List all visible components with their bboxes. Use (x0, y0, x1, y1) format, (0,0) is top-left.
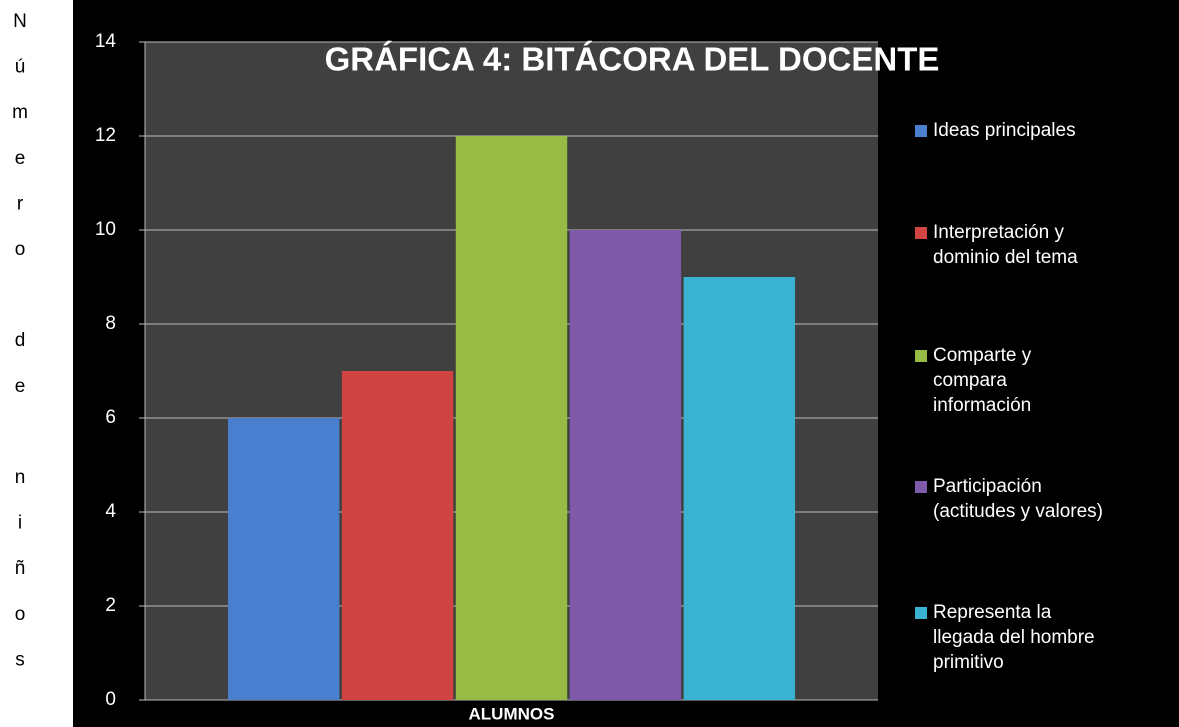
legend-swatch (915, 125, 927, 137)
legend-entry: Representa la llegada del hombre primiti… (915, 600, 1115, 675)
bar (227, 418, 340, 700)
legend-label: Representa la llegada del hombre primiti… (933, 602, 1095, 673)
legend-entry: Ideas principales (915, 118, 1115, 143)
legend-entry: Participación (actitudes y valores) (915, 474, 1115, 524)
y-tick-label: 4 (105, 501, 116, 522)
legend-swatch (915, 227, 927, 239)
y-tick-label: 10 (95, 219, 116, 240)
y-tick-label: 12 (95, 125, 116, 146)
legend-label: Participación (actitudes y valores) (933, 476, 1104, 522)
legend-label: Comparte y compara información (933, 345, 1032, 416)
y-tick-label: 6 (105, 407, 116, 428)
legend-swatch (915, 481, 927, 493)
legend-entry: Comparte y compara información (915, 343, 1115, 418)
y-tick-label: 2 (105, 595, 116, 616)
bar (341, 371, 454, 700)
x-tick-label: ALUMNOS (469, 704, 555, 723)
bar (569, 230, 682, 700)
legend-entry: Interpretación y dominio del tema (915, 220, 1115, 270)
legend-label: Ideas principales (933, 120, 1076, 141)
y-tick-label: 14 (95, 31, 117, 52)
legend-swatch (915, 350, 927, 362)
bar (455, 136, 568, 700)
legend-swatch (915, 607, 927, 619)
y-tick-label: 8 (105, 313, 116, 334)
legend-label: Interpretación y dominio del tema (933, 222, 1078, 268)
bar (683, 277, 796, 700)
chart-title: GRÁFICA 4: BITÁCORA DEL DOCENTE (325, 41, 940, 78)
y-tick-label: 0 (105, 689, 116, 710)
